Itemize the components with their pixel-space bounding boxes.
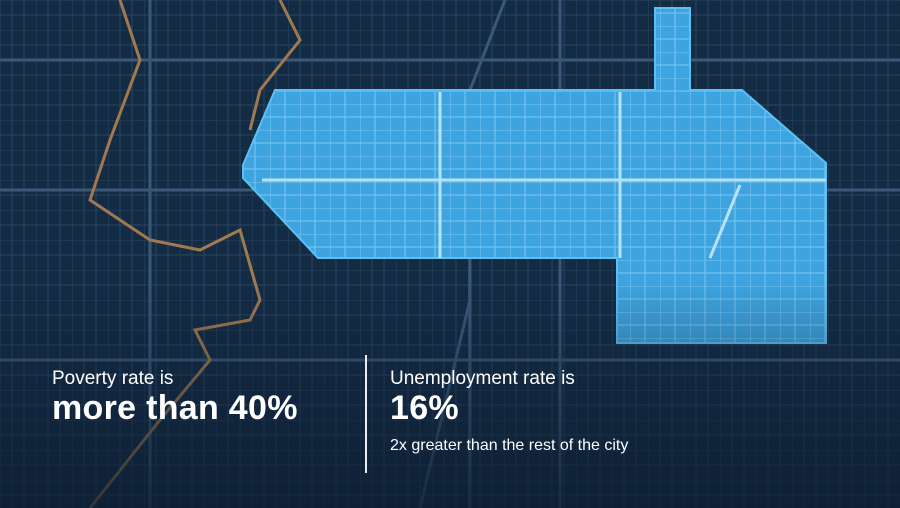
stat-note: 2x greater than the rest of the city	[390, 437, 629, 454]
stat-label: Unemployment rate is	[390, 368, 575, 389]
poverty-stat: Poverty rate is more than 40%	[52, 368, 298, 426]
stat-value: 16%	[390, 389, 459, 427]
stat-label: Poverty rate is	[52, 368, 174, 389]
unemployment-stat: Unemployment rate is 16% 2x greater than…	[390, 368, 628, 456]
stat-value: more than 40%	[52, 389, 298, 427]
divider	[365, 355, 367, 473]
